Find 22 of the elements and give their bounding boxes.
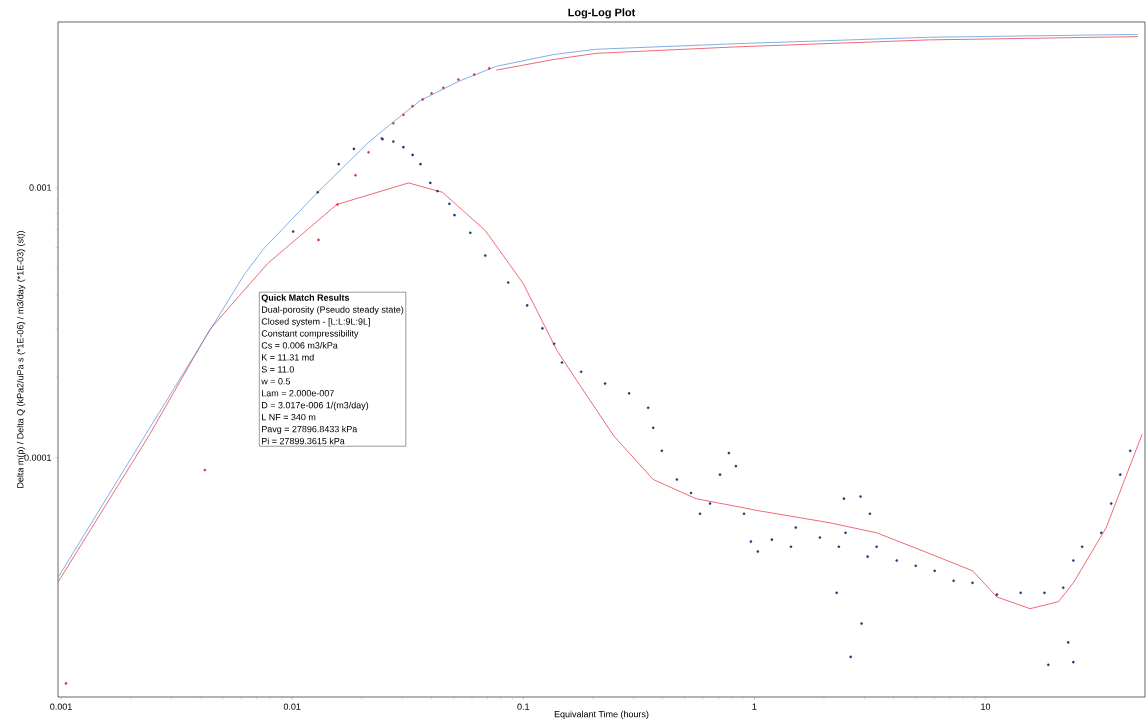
annotation: Constant compressibility: [261, 330, 359, 339]
x-tick-label: 0.001: [50, 703, 72, 710]
annotation: K = 11.31 md: [262, 353, 314, 361]
annotation: Pi = 27899.3615 kPa: [262, 437, 345, 445]
y-tick-label: 0.0001: [24, 454, 52, 461]
annotation: D = 3.017e-006 1/(m3/day): [262, 401, 369, 411]
annotation: Cs = 0.006 m3/kPa: [261, 342, 338, 349]
x-tick-label: 0.1: [517, 703, 530, 710]
annotation: L NF = 340 m: [262, 413, 316, 421]
x-axis-title: Equivalant Time (hours): [554, 710, 649, 720]
chart-title: Log-Log Plot: [568, 8, 636, 19]
annotation: Closed system - [L:L:9L:9L]: [261, 318, 370, 327]
annotation: w = 0.5: [261, 378, 291, 385]
x-tick-label: 10: [981, 703, 991, 710]
annotation: S = 11.0: [261, 366, 294, 373]
y-axis-title: Delta m(p) / Delta Q (kPa2/uPa s (*1E-06) / m3/day (*1E-03) (st)): [16, 231, 26, 488]
annotation: Dual-porosity (Pseudo steady state): [262, 306, 404, 315]
annotation: Pavg = 27896.8433 kPa: [262, 425, 358, 435]
x-tick-label: 0.01: [283, 703, 301, 710]
x-tick-label: 1: [752, 703, 757, 710]
annotation: Lam = 2.000e-007: [262, 390, 334, 397]
annotation: Quick Match Results: [261, 294, 350, 303]
